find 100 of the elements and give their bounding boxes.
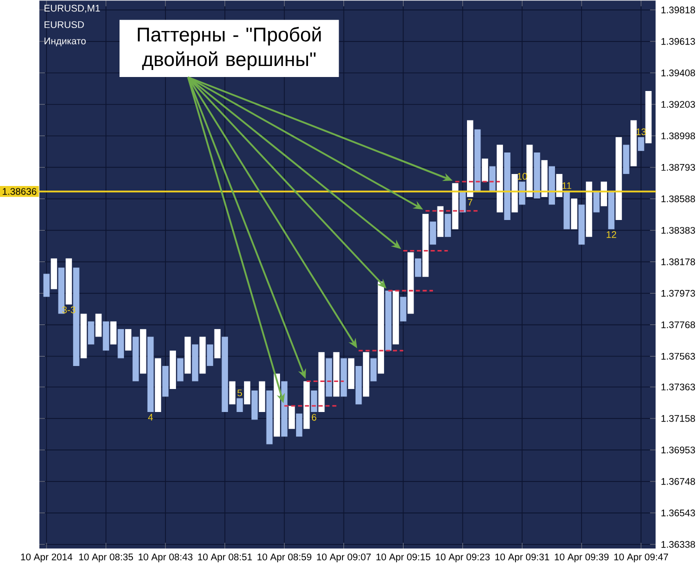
x-tick-label: 10 Apr 09:07 xyxy=(317,554,371,562)
bar xyxy=(437,206,444,238)
bar xyxy=(251,390,258,420)
bar xyxy=(362,352,370,397)
bar xyxy=(340,358,347,397)
bar xyxy=(422,214,429,277)
annotation: EURUSD xyxy=(44,21,84,28)
bar xyxy=(370,358,377,382)
bar xyxy=(564,190,570,230)
bar xyxy=(630,120,637,166)
y-tick-label: 1.37768 xyxy=(661,321,696,328)
y-tick-label: 1.38178 xyxy=(661,258,696,266)
y-tick-label: 1.39613 xyxy=(661,38,695,45)
y-tick-label: 1.37973 xyxy=(661,290,695,297)
bar xyxy=(170,350,176,390)
bar xyxy=(489,166,496,191)
x-tick-label: 10 Apr 09:23 xyxy=(436,554,490,562)
bar xyxy=(236,398,243,412)
bar xyxy=(95,314,102,337)
bar xyxy=(534,152,540,199)
bar xyxy=(50,258,58,290)
bar xyxy=(296,414,302,437)
y-tick-label: 1.38793 xyxy=(661,164,695,171)
y-tick-label: 1.38588 xyxy=(661,196,696,202)
bar xyxy=(638,137,644,152)
y-tick-label: 1.36953 xyxy=(661,446,695,454)
x-tick-label: 10 Apr 09:31 xyxy=(495,554,550,562)
bar xyxy=(430,222,436,245)
bar xyxy=(80,314,87,358)
bar xyxy=(333,352,340,397)
bar xyxy=(66,258,72,305)
bar xyxy=(482,158,488,182)
annotation: 4 xyxy=(148,414,153,421)
annotation: 12 xyxy=(606,231,616,238)
annotation: 5 xyxy=(237,390,242,396)
annotation: Паттерны - "Пробой двойной вершины" xyxy=(138,26,321,70)
y-tick-label: 1.39408 xyxy=(661,70,696,76)
x-tick-label: 10 Apr 08:51 xyxy=(198,554,252,562)
bar xyxy=(162,366,169,397)
bar xyxy=(392,290,399,345)
bar xyxy=(206,344,214,366)
y-tick-label: 1.37158 xyxy=(661,415,696,422)
bar xyxy=(326,358,332,397)
bar xyxy=(608,190,614,230)
bar xyxy=(214,329,221,358)
bar xyxy=(408,252,414,314)
annotation: 7 xyxy=(468,199,472,206)
x-tick-label: 10 Apr 08:43 xyxy=(138,554,192,562)
bar xyxy=(526,144,533,198)
bar xyxy=(571,198,578,230)
bar xyxy=(616,137,622,220)
ref-line-label: 1.38636 xyxy=(2,188,36,195)
y-tick-label: 1.39818 xyxy=(661,6,696,14)
bar xyxy=(132,336,139,382)
bar xyxy=(556,174,562,198)
bar xyxy=(222,336,228,412)
bar xyxy=(140,329,146,374)
y-tick-label: 1.37563 xyxy=(661,352,695,360)
y-tick-label: 1.38383 xyxy=(661,227,695,234)
bar xyxy=(444,214,451,238)
bar xyxy=(348,358,354,390)
bar xyxy=(541,160,548,198)
bar xyxy=(266,390,273,444)
bar xyxy=(496,144,503,212)
y-tick-label: 1.36338 xyxy=(661,541,696,548)
annotation: EURUSD,M1 xyxy=(44,4,100,13)
bar xyxy=(586,182,592,238)
bar xyxy=(356,366,362,404)
bar xyxy=(43,274,50,297)
bar xyxy=(623,144,630,174)
bar xyxy=(102,321,110,351)
annotation: 11 xyxy=(562,182,572,190)
bar xyxy=(303,381,310,430)
bar xyxy=(512,174,518,212)
y-tick-label: 1.36543 xyxy=(661,510,695,516)
bar xyxy=(288,406,295,430)
bar xyxy=(118,329,124,358)
bar xyxy=(258,381,266,412)
bar xyxy=(229,381,236,404)
bar xyxy=(474,130,481,191)
bar xyxy=(645,91,652,144)
bar xyxy=(318,352,325,412)
bar xyxy=(154,358,162,412)
x-tick-label: 10 Apr 09:39 xyxy=(554,554,609,562)
bar xyxy=(519,182,526,205)
bar xyxy=(125,329,132,351)
bar xyxy=(452,183,458,230)
y-tick-label: 1.37363 xyxy=(661,384,695,390)
bar xyxy=(578,204,585,245)
bar xyxy=(184,336,191,374)
bar xyxy=(192,344,198,382)
bar xyxy=(244,381,250,404)
bar xyxy=(199,336,206,374)
annotation: 6 xyxy=(312,414,316,421)
bar xyxy=(310,390,318,412)
x-tick-label: 10 Apr 09:47 xyxy=(614,554,668,562)
bar xyxy=(385,290,392,351)
y-tick-label: 1.39203 xyxy=(661,101,695,108)
bar xyxy=(400,296,406,322)
x-tick-label: 10 Apr 2014 xyxy=(21,554,72,562)
